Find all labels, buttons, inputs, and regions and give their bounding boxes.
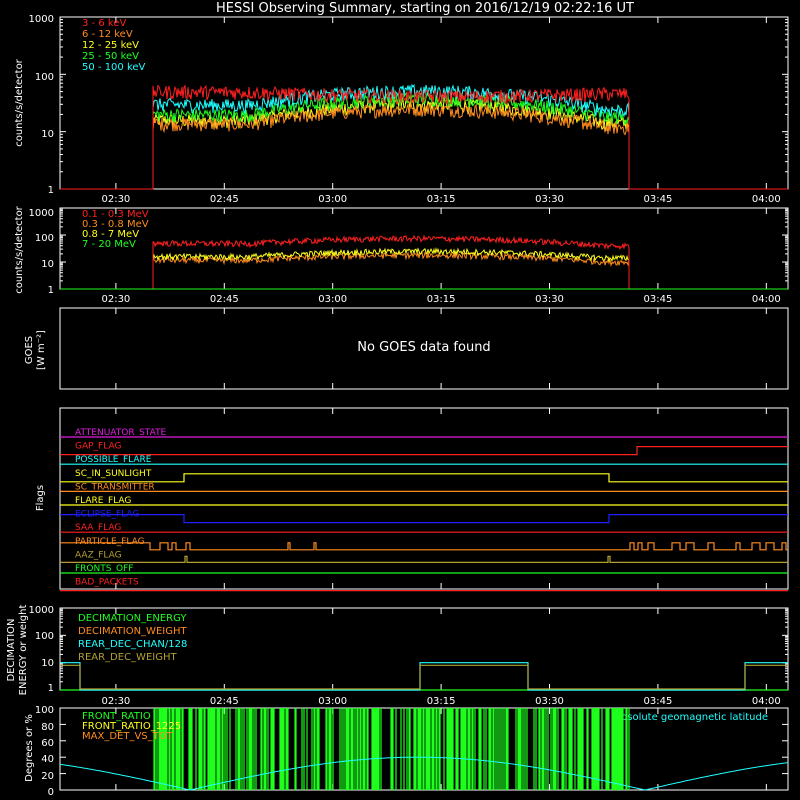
x-tick-label: 03:45	[643, 194, 672, 205]
plot-title: HESSI Observing Summary, starting on 201…	[216, 1, 634, 16]
p6-ytick: 80	[41, 722, 54, 733]
x-tick-label: 03:00	[318, 696, 347, 707]
panel-2-legend-entry: 0.1 - 0.3 MeV	[82, 209, 149, 220]
x-tick-label: 03:45	[643, 696, 672, 707]
p2-ytick: 1000	[29, 208, 54, 219]
p1-ytick: 1	[48, 185, 54, 196]
panel-1-ylabel: counts/s/detector	[14, 58, 25, 146]
p1-ytick: 100	[35, 72, 54, 83]
panel-5-legend-entry: DECIMATION_ENERGY	[78, 613, 187, 624]
panel-2-series-line	[60, 234, 788, 290]
p5-ytick: 1	[48, 683, 54, 694]
panel-2-series-line	[60, 251, 788, 290]
flag-label: POSSIBLE_FLARE	[75, 455, 152, 465]
panel-5-ylabel-line2: ENERGY or weight	[18, 605, 29, 696]
panel-5-ylabel-line1: DECIMATION	[6, 618, 17, 681]
panel-2-legend-entry: 0.8 - 7 MeV	[82, 229, 139, 240]
flag-line	[60, 446, 788, 456]
p2-ytick: 10	[41, 259, 54, 270]
panel-5-legend-entry: REAR_DEC_WEIGHT	[78, 652, 177, 663]
x-tick-label: 03:15	[427, 194, 456, 205]
x-tick-label: 03:30	[535, 194, 564, 205]
panel-3-ylabel-line2: [W m⁻²]	[36, 330, 47, 370]
x-tick-label: 02:30	[101, 696, 130, 707]
flag-label: SAA_FLAG	[75, 523, 121, 533]
panel-1-legend-entry: 12 - 25 keV	[82, 40, 139, 51]
panel-1-series-line	[60, 84, 788, 190]
flag-line	[60, 473, 788, 483]
panel-1-legend-entry: 50 - 100 keV	[82, 62, 146, 73]
panel-6-legend-entry: FRONT_RATIO_1225	[82, 721, 181, 732]
geomag-latitude-label: Absolute geomagnetic latitude	[614, 712, 768, 723]
x-tick-label: 03:00	[318, 294, 347, 305]
panel-1-series-line	[60, 83, 788, 190]
p1-ytick: 10	[41, 129, 54, 140]
x-tick-label: 03:15	[427, 294, 456, 305]
x-tick-label: 02:30	[101, 294, 130, 305]
x-tick-label: 02:45	[210, 194, 239, 205]
panel-1-legend-entry: 25 - 50 keV	[82, 51, 139, 62]
panel-6-ylabel: Degrees or %	[24, 714, 35, 782]
flag-label: SC_TRANSMITTER	[75, 482, 155, 492]
panel-2-legend-entry: 0.3 - 0.8 MeV	[82, 219, 149, 230]
p6-ytick: 20	[41, 771, 54, 782]
flag-line	[60, 555, 788, 564]
x-tick-label: 02:45	[210, 294, 239, 305]
p2-ytick: 1	[48, 285, 54, 296]
panel-4-ylabel: Flags	[35, 485, 46, 511]
flag-line	[60, 513, 788, 524]
p6-ytick: 100	[35, 705, 54, 716]
p5-ytick: 1000	[29, 605, 54, 616]
p5-ytick: 100	[35, 631, 54, 642]
x-tick-label: 04:00	[752, 194, 781, 205]
flag-label: BAD_PACKETS	[75, 578, 139, 588]
panel-1-legend-entry: 6 - 12 keV	[82, 29, 133, 40]
panel-2-legend-entry: 7 - 20 MeV	[82, 239, 136, 250]
panel-1-legend-entry: 3 - 6 keV	[82, 18, 126, 29]
decimation-line	[60, 664, 788, 690]
flag-label: AAZ_FLAG	[75, 550, 122, 560]
flag-label: FLARE_FLAG	[75, 496, 131, 506]
no-goes-message: No GOES data found	[357, 340, 490, 355]
flag-label: SC_IN_SUNLIGHT	[75, 469, 152, 479]
p6-ytick: 60	[41, 738, 54, 749]
panel-3-frame	[59, 307, 789, 390]
x-tick-label: 04:00	[752, 696, 781, 707]
p6-ytick: 0	[48, 787, 54, 798]
panel-6-legend-entry: MAX_DET_VS_TOT	[82, 731, 174, 742]
x-tick-label: 03:30	[535, 294, 564, 305]
panel-1-frame	[59, 16, 789, 190]
flag-line	[60, 542, 788, 551]
p2-ytick: 100	[35, 233, 54, 244]
p1-ytick: 1000	[29, 14, 54, 25]
geomag-latitude-line	[59, 756, 789, 791]
panel-2-series-line	[60, 246, 788, 290]
panel-5-legend-entry: DECIMATION_WEIGHT	[78, 626, 187, 637]
panel-5-legend-entry: REAR_DEC_CHAN/128	[78, 639, 187, 650]
panel-2-ylabel: counts/s/detector	[14, 205, 25, 293]
x-tick-label: 02:45	[210, 696, 239, 707]
panel-3-ylabel-line1: GOES	[24, 336, 35, 364]
x-tick-label: 03:30	[535, 696, 564, 707]
p6-ytick: 40	[41, 754, 54, 765]
panel-1-series-line	[60, 103, 788, 190]
panel-4-frame	[59, 407, 789, 590]
panel-6-legend-entry: FRONT_RATIO	[82, 711, 151, 722]
x-tick-label: 03:45	[643, 294, 672, 305]
flag-label: FRONTS_OFF	[75, 564, 133, 574]
plot-content: 02:30 02:30 02:30 02:45 02:45 02:45 03:00 03:00…	[59, 17, 789, 791]
flag-label: GAP_FLAG	[75, 442, 121, 452]
x-tick-label: 04:00	[752, 294, 781, 305]
x-tick-label: 03:15	[427, 696, 456, 707]
x-tick-label: 03:00	[318, 194, 347, 205]
flag-label: PARTICLE_FLAG	[75, 537, 145, 547]
p5-ytick: 10	[41, 658, 54, 669]
x-tick-label: 02:30	[101, 194, 130, 205]
flag-label: ATTENUATOR_STATE	[75, 428, 167, 438]
